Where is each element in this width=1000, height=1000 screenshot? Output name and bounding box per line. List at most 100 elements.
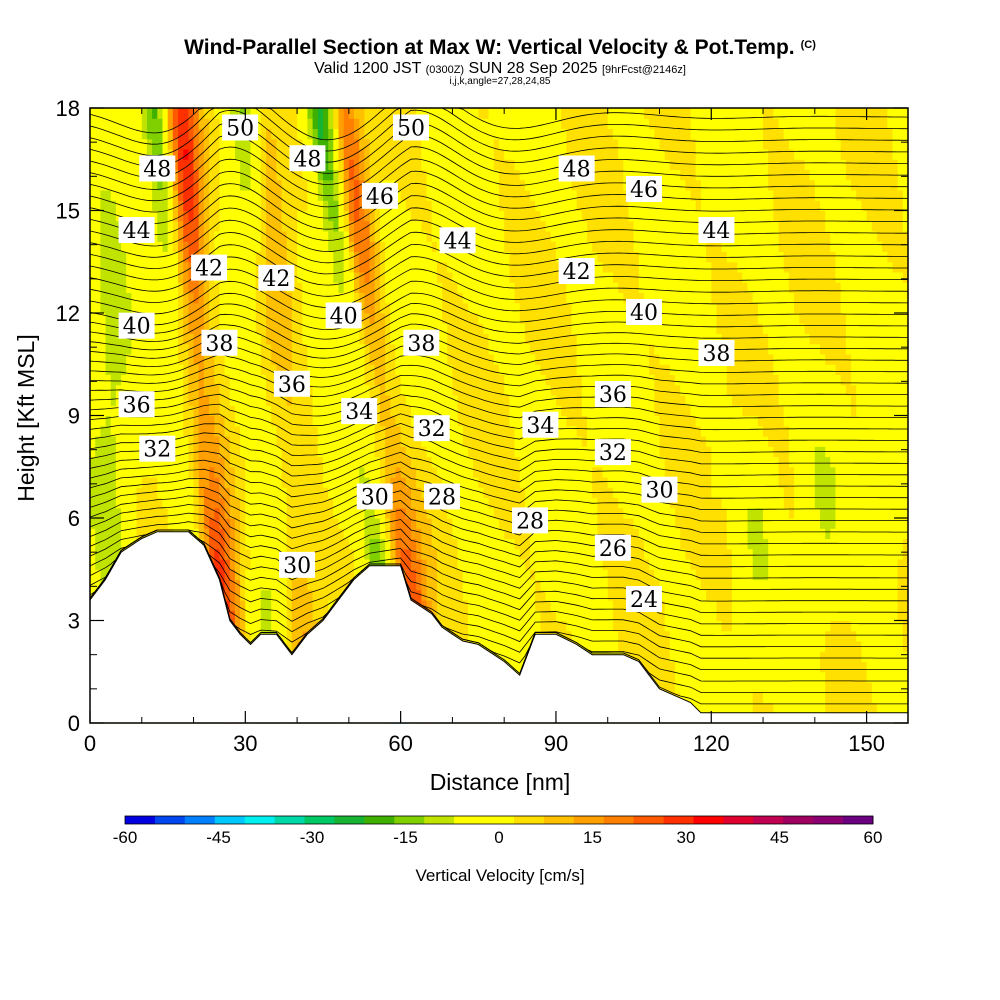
velocity-cell (307, 610, 314, 622)
velocity-cell (483, 548, 490, 560)
velocity-cell (209, 231, 215, 242)
velocity-cell (317, 384, 324, 396)
velocity-cell (100, 272, 107, 283)
velocity-cell (354, 528, 360, 540)
velocity-cell (291, 118, 298, 129)
velocity-cell (266, 128, 272, 140)
velocity-cell (245, 159, 252, 170)
velocity-cell (281, 620, 288, 632)
velocity-cell (188, 343, 195, 355)
velocity-cell (473, 200, 479, 211)
velocity-cell (457, 477, 464, 488)
velocity-cell (276, 579, 283, 591)
velocity-cell (167, 251, 174, 263)
velocity-cell (390, 518, 397, 529)
velocity-cell (95, 128, 101, 140)
velocity-cell (224, 456, 231, 468)
velocity-cell (167, 179, 174, 191)
velocity-cell (229, 436, 236, 447)
velocity-cell (416, 497, 422, 509)
velocity-cell (359, 241, 365, 252)
velocity-cell (405, 282, 412, 293)
velocity-cell (146, 374, 153, 386)
velocity-cell (338, 200, 345, 211)
velocity-cell (286, 395, 293, 406)
velocity-cell (198, 313, 205, 324)
velocity-cell (488, 507, 495, 519)
velocity-cell (90, 159, 96, 170)
velocity-cell (100, 323, 107, 334)
velocity-cell (323, 415, 329, 427)
velocity-cell (188, 108, 195, 119)
velocity-cell (374, 323, 381, 334)
velocity-cell (499, 548, 505, 560)
velocity-cell (240, 138, 246, 150)
velocity-cell (421, 579, 428, 591)
velocity-cell (411, 528, 417, 540)
velocity-cell (245, 395, 252, 406)
velocity-cell (467, 630, 474, 642)
velocity-cell (374, 466, 381, 478)
velocity-cell (411, 241, 417, 252)
velocity-cell (328, 600, 334, 611)
velocity-cell (188, 466, 195, 478)
velocity-cell (312, 374, 319, 386)
velocity-cell (110, 497, 117, 509)
velocity-cell (421, 477, 428, 488)
velocity-cell (146, 200, 153, 211)
velocity-cell (90, 477, 96, 488)
velocity-cell (105, 538, 112, 550)
velocity-cell (467, 149, 474, 160)
velocity-cell (281, 610, 288, 622)
velocity-cell (260, 415, 267, 427)
velocity-cell (328, 395, 334, 406)
velocity-cell (436, 384, 443, 396)
velocity-cell (364, 518, 371, 529)
velocity-cell (260, 600, 267, 611)
velocity-cell (235, 466, 241, 478)
velocity-cell (478, 241, 485, 252)
velocity-cell (276, 415, 283, 427)
velocity-cell (488, 323, 495, 334)
velocity-cell (364, 364, 371, 375)
velocity-cell (219, 220, 226, 232)
velocity-cell (488, 548, 495, 560)
velocity-cell (499, 302, 505, 314)
velocity-cell (214, 313, 221, 324)
velocity-cell (141, 128, 148, 140)
velocity-cell (338, 569, 345, 581)
velocity-cell (359, 282, 365, 293)
velocity-cell (416, 179, 422, 191)
velocity-cell (493, 538, 500, 550)
velocity-cell (291, 610, 298, 622)
velocity-cell (235, 261, 241, 273)
velocity-cell (307, 589, 314, 601)
velocity-cell (348, 190, 355, 201)
velocity-cell (447, 169, 453, 181)
velocity-cell (359, 446, 365, 458)
velocity-cell (328, 466, 334, 478)
velocity-cell (193, 343, 200, 355)
velocity-cell (172, 477, 179, 488)
velocity-cell (478, 282, 485, 293)
velocity-cell (276, 210, 283, 222)
velocity-cell (146, 302, 153, 314)
velocity-cell (431, 507, 438, 519)
velocity-cell (276, 231, 283, 242)
velocity-cell (235, 210, 241, 222)
velocity-cell (90, 343, 96, 355)
velocity-cell (167, 241, 174, 252)
velocity-cell (209, 179, 215, 191)
velocity-cell (255, 210, 262, 222)
velocity-cell (499, 497, 505, 509)
velocity-cell (312, 600, 319, 611)
velocity-cell (390, 425, 397, 437)
velocity-cell (385, 425, 391, 437)
velocity-cell (328, 159, 334, 170)
velocity-cell (338, 538, 345, 550)
velocity-cell (193, 415, 200, 427)
velocity-cell (333, 138, 340, 150)
velocity-cell (317, 272, 324, 283)
velocity-cell (354, 292, 360, 304)
velocity-cell (462, 108, 469, 119)
